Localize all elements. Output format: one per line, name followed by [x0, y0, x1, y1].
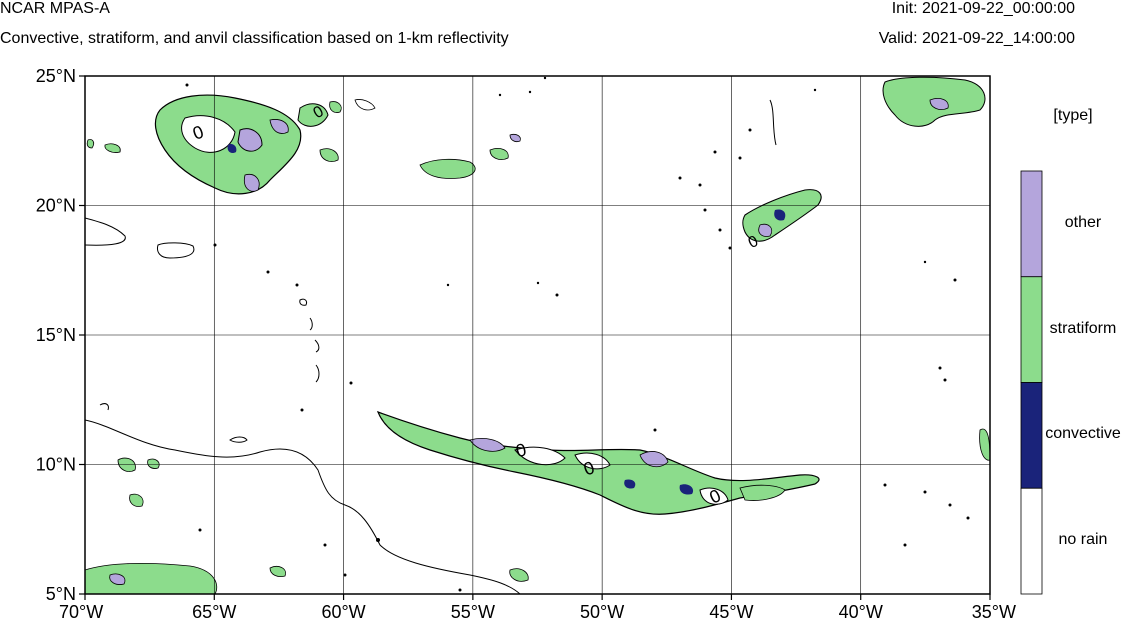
map-title: NCAR MPAS-A: [0, 0, 110, 17]
lat-tick-label: 15°N: [36, 325, 76, 345]
valid-time: Valid: 2021-09-22_14:00:00: [878, 30, 1075, 47]
legend-label-other: other: [1064, 213, 1102, 231]
init-time: Init: 2021-09-22_00:00:00: [891, 0, 1075, 17]
coastline: [85, 217, 521, 594]
legend-title: [type]: [1053, 107, 1093, 124]
map-subtitle: Convective, stratiform, and anvil classi…: [0, 30, 509, 47]
lon-tick-label: 35°W: [972, 602, 1016, 622]
lon-tick-label: 60°W: [321, 602, 365, 622]
lat-tick-label: 10°N: [36, 455, 76, 475]
legend-label-no-rain: no rain: [1058, 531, 1108, 549]
lon-tick-label: 40°W: [839, 602, 883, 622]
scattered-cells-north: [86, 99, 521, 179]
lon-tick-label: 65°W: [192, 602, 236, 622]
lon-tick-label: 45°W: [709, 602, 753, 622]
lat-tick-label: 20°N: [36, 196, 76, 216]
lat-tick-label: 5°N: [46, 584, 76, 604]
legend-label-stratiform: stratiform: [1049, 319, 1117, 337]
axis-ticks: 70°W 65°W 60°W 55°W 50°W 45°W 40°W 35°W 5°N 10°N 1…: [36, 66, 1016, 622]
lat-tick-label: 25°N: [36, 66, 76, 86]
lon-tick-label: 50°W: [580, 602, 624, 622]
graticule: [85, 76, 990, 594]
legend-swatch-no-rain: [1020, 487, 1043, 595]
itcz-band: 0 0 0: [376, 410, 820, 515]
legend-label-convective: convective: [1045, 425, 1121, 443]
cluster-northwest: 0 0: [154, 94, 342, 195]
scattered-cells-south: [85, 428, 990, 594]
precipitation-fields: 0 0 0: [85, 76, 990, 594]
contour-label: 0: [514, 439, 529, 461]
cluster-northeast: 0: [742, 76, 986, 252]
legend-colorbar: [1020, 170, 1043, 595]
speckles: [185, 76, 970, 592]
lon-tick-label: 70°W: [59, 602, 103, 622]
lon-tick-label: 55°W: [451, 602, 495, 622]
